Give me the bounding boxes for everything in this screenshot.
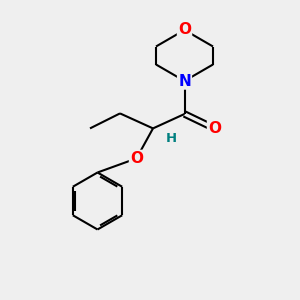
Text: O: O [178,22,191,38]
Text: H: H [166,132,177,145]
Text: N: N [178,74,191,88]
Text: O: O [208,121,221,136]
Text: O: O [130,151,143,166]
